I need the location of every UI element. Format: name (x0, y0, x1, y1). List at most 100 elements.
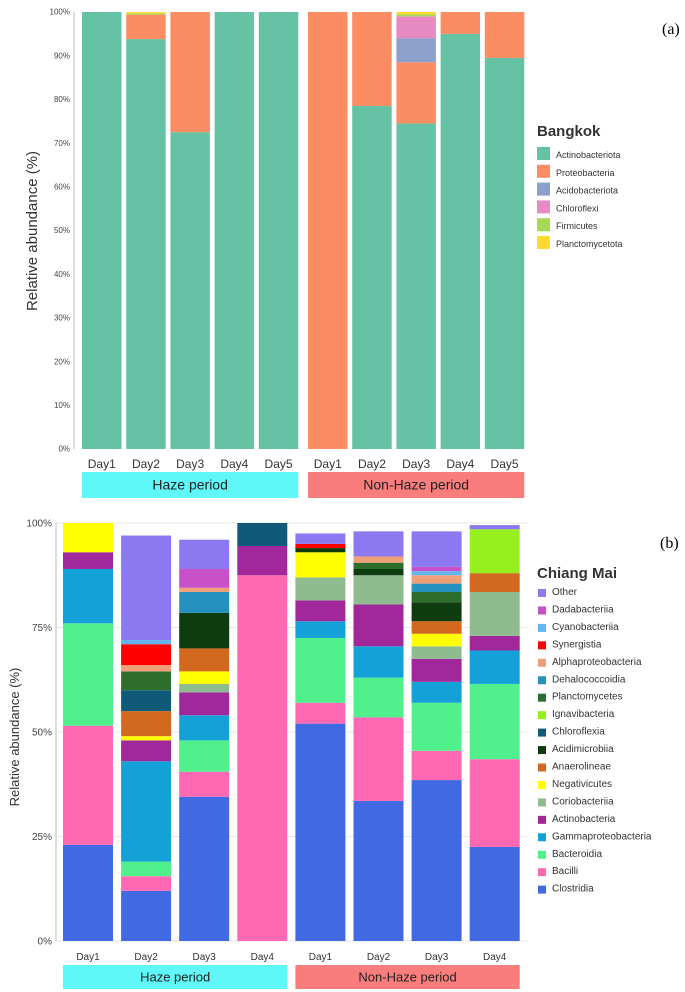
x-tick-label: Day4 (483, 952, 507, 963)
bar-bacilli-haze-period-day1 (63, 725, 113, 845)
x-tick-label: Day1 (309, 952, 333, 963)
legend-label-chloroflexia: Chloroflexia (552, 727, 605, 738)
legend-swatch-dehalococcoidia (538, 676, 546, 685)
legend-swatch-bacteroidia (538, 850, 546, 859)
legend-swatch-planctomycetes (538, 693, 546, 702)
bar-proteobacteria-haze-period-day3 (170, 12, 210, 133)
bar-acidobacteriota-non-haze-period-day3 (396, 38, 436, 63)
bar-gammaproteobacteria-haze-period-day1 (63, 568, 113, 624)
bar-dehalococcoidia-non-haze-period-day3 (411, 583, 462, 592)
legend-label-other: Other (552, 587, 578, 598)
bar-actinobacteria-haze-period-day1 (63, 552, 113, 569)
bar-bacilli-haze-period-day4 (237, 575, 288, 941)
bar-gammaproteobacteria-non-haze-period-day2 (353, 646, 404, 678)
y-tick-label: 40% (54, 270, 70, 279)
legend-swatch-acidimicrobiia (538, 746, 546, 755)
x-tick-label: Day3 (402, 457, 430, 471)
bar-bacteroidia-haze-period-day1 (63, 623, 113, 726)
bar-bacilli-haze-period-day3 (179, 771, 230, 797)
bar-planctomycetes-haze-period-day2 (121, 671, 172, 691)
x-tick-label: Day2 (134, 952, 158, 963)
bar-coriobacteriia-non-haze-period-day2 (353, 575, 404, 605)
bar-other-non-haze-period-day2 (353, 531, 404, 557)
bar-proteobacteria-non-haze-period-day4 (440, 12, 481, 34)
bar-acidimicrobiia-haze-period-day3 (179, 612, 230, 649)
bar-firmicutes-non-haze-period-day3 (396, 14, 436, 17)
legend-label-anaerolineae: Anaerolineae (552, 762, 611, 773)
y-tick-label: 50% (54, 226, 70, 235)
bar-actinobacteria-non-haze-period-day3 (411, 658, 462, 682)
bar-other-non-haze-period-day4 (469, 525, 520, 530)
bar-actinobacteriota-haze-period-day1 (82, 12, 122, 449)
bar-clostridia-haze-period-day2 (121, 890, 172, 941)
legend-swatch-dadabacteriia (538, 606, 546, 615)
bar-actinobacteria-haze-period-day2 (121, 740, 172, 762)
y-tick-label: 0% (38, 936, 53, 947)
bar-actinobacteriota-non-haze-period-day5 (484, 57, 525, 449)
bar-negativicutes-haze-period-day1 (63, 523, 113, 553)
period-label-haze-period: Haze period (140, 969, 210, 984)
period-label-non-haze-period: Non-Haze period (363, 477, 469, 493)
y-axis-label: Relative abundance (%) (7, 668, 22, 807)
legend-swatch-chloroflexi (537, 200, 550, 214)
bar-alphaproteobacteria-non-haze-period-day2 (353, 556, 404, 563)
bar-other-haze-period-day3 (179, 539, 230, 569)
bar-gammaproteobacteria-non-haze-period-day4 (469, 650, 520, 684)
bar-clostridia-non-haze-period-day3 (411, 780, 462, 941)
bar-negativicutes-non-haze-period-day3 (411, 633, 462, 647)
bar-anaerolineae-haze-period-day2 (121, 711, 172, 737)
bar-chloroflexia-haze-period-day4 (237, 523, 288, 546)
x-tick-label: Day4 (220, 457, 248, 471)
period-label-haze-period: Haze period (152, 477, 228, 493)
legend-swatch-chloroflexia (538, 728, 546, 737)
bar-synergistia-haze-period-day2 (121, 644, 172, 666)
bar-other-haze-period-day2 (121, 535, 172, 641)
x-tick-label: Day3 (176, 457, 204, 471)
x-tick-label: Day1 (76, 952, 100, 963)
bar-other-non-haze-period-day3 (411, 531, 462, 567)
period-label-non-haze-period: Non-Haze period (358, 969, 456, 984)
bar-actinobacteria-non-haze-period-day2 (353, 604, 404, 647)
bar-dadabacteriia-haze-period-day3 (179, 568, 230, 588)
y-tick-label: 0% (58, 445, 70, 454)
bar-cyanobacteriia-haze-period-day2 (121, 640, 172, 645)
legend-label-bacteroidia: Bacteroidia (552, 849, 602, 860)
x-tick-label: Day5 (265, 457, 293, 471)
legend-label-acidimicrobiia: Acidimicrobiia (552, 744, 614, 755)
panel-label-b: (b) (660, 535, 679, 552)
period-box-haze-period (82, 472, 299, 498)
bar-synergistia-non-haze-period-day1 (295, 543, 346, 549)
y-tick-label: 30% (54, 314, 70, 323)
x-tick-label: Day2 (358, 457, 386, 471)
x-tick-label: Day1 (88, 457, 116, 471)
bar-bacilli-non-haze-period-day4 (469, 759, 520, 847)
bar-bacilli-non-haze-period-day3 (411, 750, 462, 781)
bar-bacteroidia-non-haze-period-day3 (411, 702, 462, 751)
y-tick-label: 70% (54, 139, 70, 148)
legend-label-planctomycetota: Planctomycetota (556, 239, 623, 249)
legend-swatch-firmicutes (537, 218, 550, 232)
legend-label-firmicutes: Firmicutes (556, 221, 598, 231)
bar-actinobacteriota-non-haze-period-day4 (440, 33, 481, 449)
legend-label-dadabacteriia: Dadabacteriia (552, 604, 614, 615)
bar-proteobacteria-non-haze-period-day1 (308, 12, 348, 449)
x-tick-label: Day4 (446, 457, 474, 471)
bar-bacteroidia-non-haze-period-day1 (295, 637, 346, 703)
bar-alphaproteobacteria-haze-period-day2 (121, 665, 172, 672)
legend-swatch-proteobacteria (537, 164, 550, 178)
x-tick-label: Day3 (193, 952, 217, 963)
bar-acidimicrobiia-non-haze-period-day2 (353, 568, 404, 576)
y-tick-label: 20% (54, 357, 70, 366)
bar-planctomycetota-haze-period-day2 (126, 12, 166, 14)
y-tick-label: 10% (54, 401, 70, 410)
legend-swatch-gammaproteobacteria (538, 833, 546, 842)
period-box-non-haze-period (295, 965, 520, 989)
legend-swatch-bacilli (538, 868, 546, 877)
legend-label-actinobacteriota: Actinobacteriota (556, 150, 621, 160)
bar-actinobacteriota-haze-period-day5 (258, 12, 299, 449)
bar-actinobacteriota-non-haze-period-day2 (352, 105, 392, 449)
x-tick-label: Day2 (132, 457, 160, 471)
bar-proteobacteria-non-haze-period-day3 (396, 62, 436, 124)
legend-label-actinobacteria: Actinobacteria (552, 814, 616, 825)
legend-swatch-acidobacteriota (537, 182, 550, 196)
